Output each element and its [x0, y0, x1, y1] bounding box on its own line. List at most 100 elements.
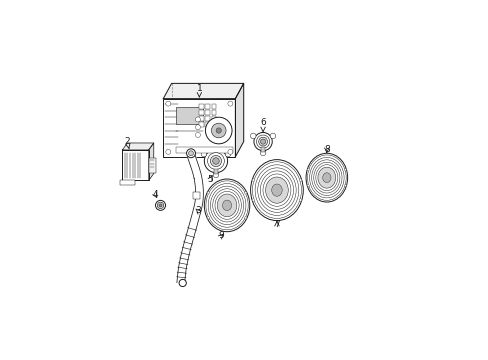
Text: 3: 3: [195, 206, 201, 215]
Circle shape: [213, 172, 218, 177]
Bar: [205, 122, 209, 127]
Ellipse shape: [212, 189, 241, 222]
Bar: [261, 147, 264, 152]
Circle shape: [216, 128, 221, 133]
Circle shape: [344, 169, 346, 171]
Circle shape: [207, 217, 209, 219]
Circle shape: [344, 185, 346, 186]
Bar: [199, 110, 203, 115]
Polygon shape: [148, 143, 153, 180]
Ellipse shape: [208, 184, 245, 227]
Circle shape: [306, 169, 309, 171]
Ellipse shape: [322, 173, 330, 183]
Bar: [211, 122, 216, 127]
Ellipse shape: [222, 200, 231, 211]
Circle shape: [258, 137, 267, 146]
Ellipse shape: [205, 181, 248, 230]
Ellipse shape: [215, 192, 239, 219]
Bar: [205, 104, 209, 109]
Circle shape: [253, 132, 272, 151]
Ellipse shape: [204, 179, 249, 232]
Circle shape: [210, 156, 221, 167]
Circle shape: [299, 199, 301, 201]
Polygon shape: [177, 154, 203, 283]
Text: 1: 1: [196, 85, 202, 97]
Circle shape: [299, 179, 301, 181]
Circle shape: [211, 123, 225, 138]
Text: 6: 6: [260, 118, 265, 132]
Circle shape: [201, 151, 206, 157]
Circle shape: [250, 133, 256, 139]
Circle shape: [256, 135, 269, 148]
Circle shape: [157, 202, 163, 208]
Circle shape: [207, 153, 224, 170]
Text: 5: 5: [207, 175, 213, 184]
Circle shape: [159, 204, 162, 207]
Ellipse shape: [317, 167, 335, 188]
Circle shape: [227, 101, 232, 106]
Bar: [205, 110, 209, 115]
Bar: [122, 150, 148, 180]
Circle shape: [306, 185, 309, 186]
Ellipse shape: [271, 184, 282, 196]
Circle shape: [244, 192, 246, 194]
Circle shape: [244, 217, 246, 219]
Circle shape: [188, 151, 193, 156]
Bar: [205, 116, 209, 121]
Polygon shape: [163, 84, 243, 99]
Circle shape: [225, 151, 230, 157]
Circle shape: [205, 117, 232, 144]
Ellipse shape: [263, 174, 290, 206]
Ellipse shape: [315, 165, 337, 190]
Bar: [211, 104, 216, 109]
Circle shape: [155, 201, 165, 210]
Circle shape: [260, 139, 265, 144]
Bar: [199, 116, 203, 121]
Ellipse shape: [257, 168, 296, 212]
Circle shape: [186, 149, 195, 158]
Circle shape: [252, 199, 254, 201]
Ellipse shape: [307, 155, 346, 200]
Ellipse shape: [217, 194, 236, 217]
Circle shape: [227, 149, 232, 154]
Circle shape: [204, 149, 227, 173]
Bar: [199, 104, 203, 109]
Polygon shape: [122, 143, 153, 150]
Bar: [149, 158, 156, 173]
Bar: [192, 192, 200, 199]
Ellipse shape: [313, 162, 339, 193]
Circle shape: [179, 279, 186, 287]
Text: 4: 4: [152, 190, 158, 199]
Bar: [199, 122, 203, 127]
Circle shape: [269, 133, 275, 139]
Text: 7: 7: [273, 220, 279, 229]
Circle shape: [260, 150, 265, 156]
Ellipse shape: [265, 177, 288, 203]
Circle shape: [195, 117, 200, 122]
Ellipse shape: [305, 153, 347, 202]
Circle shape: [212, 158, 219, 164]
Circle shape: [207, 192, 209, 194]
Text: 8: 8: [324, 145, 329, 154]
Ellipse shape: [250, 159, 303, 221]
Ellipse shape: [309, 157, 344, 198]
Ellipse shape: [311, 160, 341, 195]
Ellipse shape: [210, 186, 243, 225]
Ellipse shape: [260, 171, 293, 209]
Polygon shape: [235, 84, 243, 157]
Bar: [175, 147, 232, 153]
Bar: [120, 180, 135, 185]
Circle shape: [165, 101, 170, 106]
Bar: [211, 110, 216, 115]
Ellipse shape: [252, 162, 301, 219]
Circle shape: [165, 149, 170, 154]
Bar: [213, 169, 218, 174]
Bar: [163, 99, 235, 157]
Circle shape: [195, 132, 200, 138]
Bar: [175, 107, 203, 123]
Ellipse shape: [255, 165, 298, 215]
Circle shape: [252, 179, 254, 181]
Text: 2: 2: [124, 137, 130, 149]
Bar: [211, 116, 216, 121]
Text: 9: 9: [218, 231, 224, 240]
